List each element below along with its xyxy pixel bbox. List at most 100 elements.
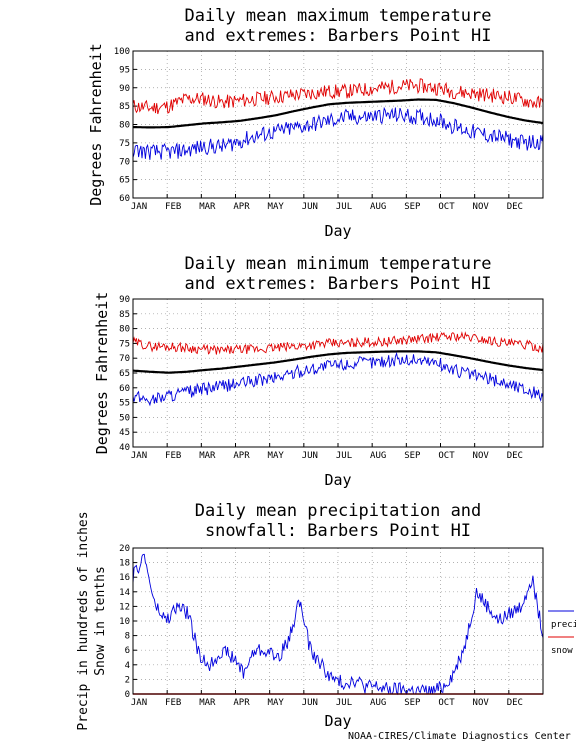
- y-tick-label: 60: [119, 194, 130, 204]
- x-tick-label: DEC: [507, 698, 523, 708]
- x-tick-label: SEP: [404, 451, 421, 461]
- x-tick-label: AUG: [370, 202, 386, 212]
- y-tick-label: 70: [119, 354, 130, 364]
- x-tick-label: OCT: [438, 698, 455, 708]
- chart-title-line: Daily mean minimum temperature: [184, 254, 491, 274]
- series-line-mean: [132, 350, 544, 374]
- x-tick-label: MAY: [268, 451, 285, 461]
- y-tick-label: 14: [119, 588, 130, 598]
- y-tick-label: 80: [119, 121, 130, 131]
- x-tick-label: MAY: [268, 698, 285, 708]
- y-tick-label: 70: [119, 157, 130, 167]
- x-tick-label: FEB: [165, 451, 181, 461]
- y-tick-label: 80: [119, 325, 130, 335]
- y-tick-label: 16: [119, 573, 130, 583]
- x-tick-label: APR: [233, 202, 250, 212]
- y-tick-label: 18: [119, 559, 130, 569]
- series-line-mean: [133, 98, 544, 129]
- y-tick-label: 50: [119, 413, 130, 423]
- chart-title-line: snowfall: Barbers Point HI: [205, 521, 471, 541]
- x-tick-label: FEB: [165, 202, 181, 212]
- x-tick-label: JAN: [131, 451, 147, 461]
- chart-title-line: Daily mean maximum temperature: [184, 6, 491, 26]
- legend-label-precip: precip: [551, 620, 576, 630]
- y-tick-label: 100: [114, 47, 130, 57]
- x-tick-label: MAR: [199, 698, 216, 708]
- x-tick-label: DEC: [507, 451, 523, 461]
- y-tick-label: 60: [119, 384, 130, 394]
- credit-text: NOAA-CIRES/Climate Diagnostics Center: [348, 731, 571, 742]
- y-tick-label: 8: [125, 632, 130, 642]
- x-tick-label: JUN: [302, 202, 318, 212]
- x-tick-label: JUL: [336, 698, 352, 708]
- x-tick-label: SEP: [404, 202, 421, 212]
- x-tick-label: AUG: [370, 451, 386, 461]
- chart-title-line: and extremes: Barbers Point HI: [184, 274, 491, 294]
- y-tick-label: 2: [125, 675, 130, 685]
- x-tick-label: OCT: [438, 202, 455, 212]
- x-tick-label: MAY: [268, 202, 285, 212]
- y-tick-label: 90: [119, 84, 130, 94]
- x-tick-label: APR: [233, 698, 250, 708]
- x-tick-label: MAR: [199, 451, 216, 461]
- y-tick-label: 6: [125, 646, 130, 656]
- series-line-low: [132, 351, 544, 407]
- y-axis-label: Degrees Fahrenheit: [87, 43, 105, 206]
- x-tick-label: MAR: [199, 202, 216, 212]
- y-tick-label: 0: [125, 690, 130, 700]
- y-tick-label: 75: [119, 139, 130, 149]
- x-axis-label: Day: [324, 222, 351, 240]
- grid: [133, 548, 543, 694]
- y-tick-label: 4: [125, 661, 130, 671]
- plot-frame: [132, 50, 544, 199]
- series-line-low: [132, 106, 544, 160]
- x-tick-label: FEB: [165, 698, 181, 708]
- series-line-high: [132, 78, 544, 115]
- series-line-high: [132, 331, 544, 355]
- x-tick-label: JUN: [302, 698, 318, 708]
- y-tick-label: 95: [119, 65, 130, 75]
- legend-label-snow: snow: [551, 646, 573, 656]
- y-tick-label: 65: [119, 369, 130, 379]
- series-line-precip: [132, 553, 544, 696]
- y-tick-label: 85: [119, 310, 130, 320]
- x-tick-label: APR: [233, 451, 250, 461]
- y-tick-label: 40: [119, 443, 130, 453]
- x-tick-label: NOV: [473, 698, 490, 708]
- x-axis-label: Day: [324, 712, 351, 730]
- chart-title-line: and extremes: Barbers Point HI: [184, 26, 491, 46]
- x-tick-label: JAN: [131, 698, 147, 708]
- x-tick-label: NOV: [473, 451, 490, 461]
- x-tick-label: JUL: [336, 202, 352, 212]
- y-tick-label: 85: [119, 102, 130, 112]
- plot-frame: [132, 547, 544, 695]
- y-tick-label: 55: [119, 399, 130, 409]
- grid: [133, 299, 543, 447]
- y-tick-label: 20: [119, 544, 130, 554]
- x-tick-label: AUG: [370, 698, 386, 708]
- y-axis-label: Degrees Fahrenheit: [93, 292, 111, 455]
- x-tick-label: JAN: [131, 202, 147, 212]
- legend: precip snow: [548, 610, 576, 656]
- plot-frame: [132, 298, 544, 448]
- x-tick-label: NOV: [473, 202, 490, 212]
- x-tick-label: DEC: [507, 202, 523, 212]
- x-tick-label: SEP: [404, 698, 421, 708]
- y-tick-label: 90: [119, 295, 130, 305]
- y-tick-label: 12: [119, 602, 130, 612]
- chart-title-line: Daily mean precipitation and: [195, 501, 482, 521]
- x-tick-label: JUL: [336, 451, 352, 461]
- y-axis-label: Precip in hundreds of inches: [76, 511, 91, 730]
- y-tick-label: 65: [119, 176, 130, 186]
- y-axis-label: Snow in tenths: [93, 566, 108, 676]
- x-tick-label: OCT: [438, 451, 455, 461]
- x-tick-label: JUN: [302, 451, 318, 461]
- x-axis-label: Day: [324, 471, 351, 489]
- y-tick-label: 45: [119, 428, 130, 438]
- y-tick-label: 75: [119, 339, 130, 349]
- y-tick-label: 10: [119, 617, 130, 627]
